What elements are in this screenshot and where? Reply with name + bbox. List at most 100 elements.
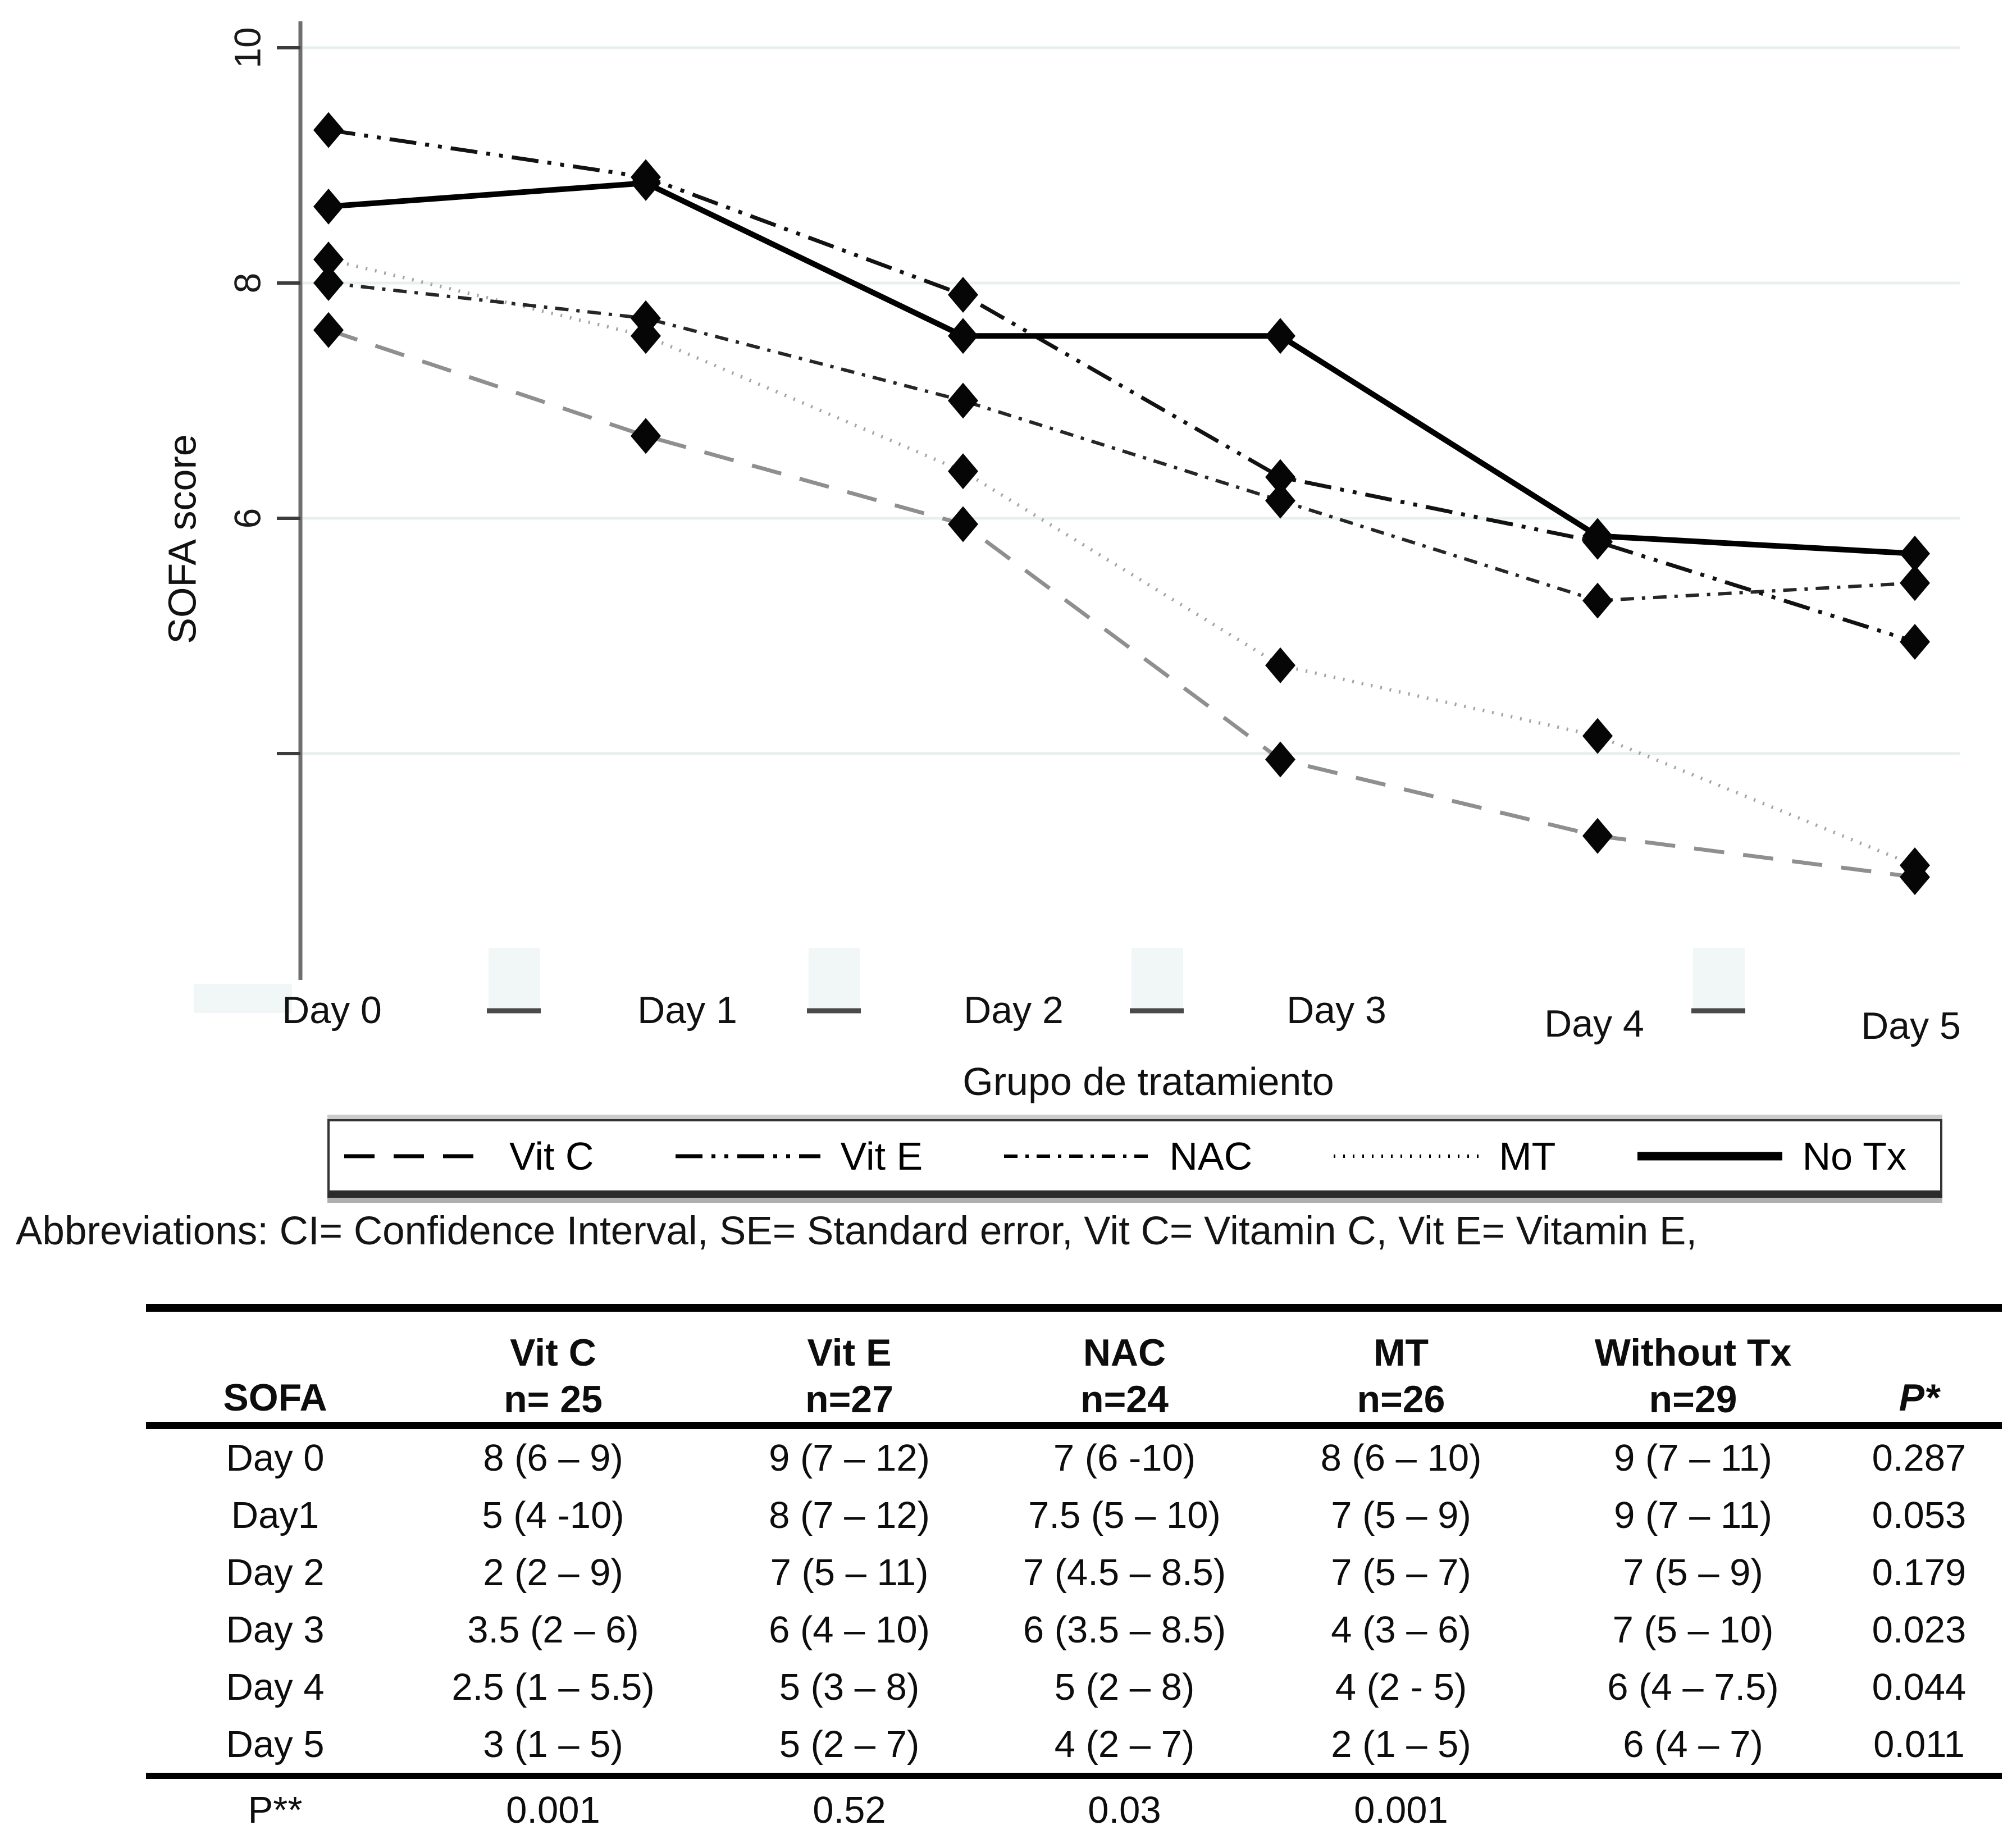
cell: 7 (5 – 11) [770,1551,929,1594]
x-axis-label: Day 4 [1544,1002,1644,1045]
cell: 0.001 [506,1788,600,1831]
cell: 2 (2 – 9) [483,1551,623,1594]
cell: 0.179 [1872,1551,1967,1594]
data-point-diamond [1582,718,1613,754]
legend-line-sample-nac-icon [1004,1154,1149,1158]
data-point-diamond [948,506,978,542]
y-axis-title: SOFA score [160,434,204,644]
y-axis-ticks [277,46,300,755]
x-axis-label: Day 3 [1286,989,1386,1032]
cell: 0.52 [813,1788,886,1831]
data-point-diamond [1900,535,1930,572]
x-axis-label: Day 2 [964,989,1064,1032]
cell: 6 (4 – 7) [1623,1723,1763,1765]
cell: 9 (7 – 12) [769,1436,930,1479]
cell [1836,1776,2002,1841]
y-tick-label: 8 [226,273,268,294]
header-without-tx: Without Tx [1594,1331,1792,1374]
legend-item-nac: NAC [1003,1134,1252,1179]
series-line-mt [328,258,1916,867]
y-axis-tick-labels: 10 8 6 [226,27,268,528]
cell: 7 (5 – 7) [1331,1551,1471,1594]
table-footer-row: P** 0.001 0.52 0.03 0.001 [146,1776,2002,1841]
cell: 3 (1 – 5) [483,1723,623,1765]
legend-label-nac: NAC [1169,1134,1253,1178]
data-point-diamond [948,382,978,419]
legend-item-vite: Vit E [674,1134,923,1179]
legend-label-mt: MT [1499,1134,1556,1178]
series-line-notx [328,180,1915,556]
cell: 6 (4 – 7.5) [1607,1666,1779,1708]
cell: 5 (2 – 7) [779,1723,920,1765]
cell: 0.023 [1872,1608,1967,1651]
y-tick-label: 10 [226,27,268,68]
legend-label-vitc: Vit C [509,1134,594,1178]
data-point-diamond [1265,647,1295,683]
data-point-diamond [313,265,344,301]
cell [1550,1776,1836,1841]
cell: 4 (3 – 6) [1331,1608,1471,1651]
data-point-diamond [313,188,344,225]
x-axis-labels: Day 0 Day 1 Day 2 Day 3 Day 4 Day 5 [282,989,1961,1047]
legend-item-vitc: Vit C [343,1134,594,1179]
scan-artifact-bands [194,948,1745,1013]
cell: 2.5 (1 – 5.5) [451,1666,655,1708]
table-header: SOFA Vit C Vit E NAC MT Without Tx P* n=… [146,1308,2002,1426]
cell: 9 (7 – 11) [1614,1494,1772,1536]
data-point-diamond [1900,623,1930,660]
data-point-markers [313,112,1930,895]
data-point-diamond [313,112,344,148]
cell: 9 (7 – 11) [1614,1436,1772,1479]
legend-label-vite: Vit E [840,1134,923,1178]
series-line-nac [328,281,1915,603]
header-sofa: SOFA [223,1376,327,1419]
series-line-vitc [327,328,1915,879]
data-point-diamond [948,276,978,313]
table-row: Day 3 3.5 (2 – 6) 6 (4 – 10) 6 (3.5 – 8.… [146,1601,2002,1658]
y-tick-label: 6 [226,508,268,529]
cell: 7 (5 – 10) [1612,1608,1774,1651]
legend-line-sample-vite-icon [675,1154,820,1158]
row-label: Day 4 [226,1666,325,1708]
data-point-diamond [631,418,661,454]
header-vitc: Vit C [510,1331,596,1374]
cell: 7 (4.5 – 8.5) [1023,1551,1226,1594]
cell: 0.053 [1872,1494,1967,1536]
data-point-diamond [1582,518,1613,554]
row-label: Day1 [231,1494,320,1536]
header-mt-n: n=26 [1357,1378,1445,1421]
data-point-diamond [1265,741,1295,778]
data-point-diamond [1582,582,1613,619]
data-point-diamond [631,165,661,201]
legend-item-mt: MT [1333,1134,1555,1179]
cell: 7.5 (5 – 10) [1028,1494,1221,1536]
cell: 0.001 [1354,1788,1448,1831]
header-vite-n: n=27 [805,1378,893,1421]
header-p: P* [1899,1376,1940,1419]
cell: 0.011 [1873,1723,1965,1765]
series-line-vite [328,128,1916,644]
x-axis-label: Day 1 [637,989,737,1032]
gridlines [300,46,1960,755]
table-row: Day1 5 (4 -10) 8 (7 – 12) 7.5 (5 – 10) 7… [146,1486,2002,1544]
cell: 0.03 [1088,1788,1161,1831]
row-label: Day 0 [226,1436,325,1479]
legend-label-notx: No Tx [1802,1134,1906,1178]
cell: 5 (4 -10) [482,1494,624,1536]
x-axis-title: Grupo de tratamiento [962,1060,1334,1103]
data-point-diamond [313,312,344,348]
data-point-diamond [631,318,661,354]
abbreviations-note: Abbreviations: CI= Confidence Interval, … [16,1209,1698,1253]
data-point-diamond [1900,565,1930,601]
cell: 4 (2 - 5) [1335,1666,1467,1708]
x-axis-label: Day 0 [282,989,382,1032]
legend-line-sample-vitc-icon [344,1154,489,1158]
data-point-diamond [948,318,978,354]
row-label: Day 5 [226,1723,325,1765]
sofa-statistics-table: SOFA Vit C Vit E NAC MT Without Tx P* n=… [146,1304,2002,1841]
table-row: Day 4 2.5 (1 – 5.5) 5 (3 – 8) 5 (2 – 8) … [146,1658,2002,1715]
cell: 8 (6 – 9) [483,1436,623,1479]
x-axis-label: Day 5 [1861,1005,1961,1047]
chart-legend: Vit C Vit E NAC MT No Tx [327,1119,1942,1198]
